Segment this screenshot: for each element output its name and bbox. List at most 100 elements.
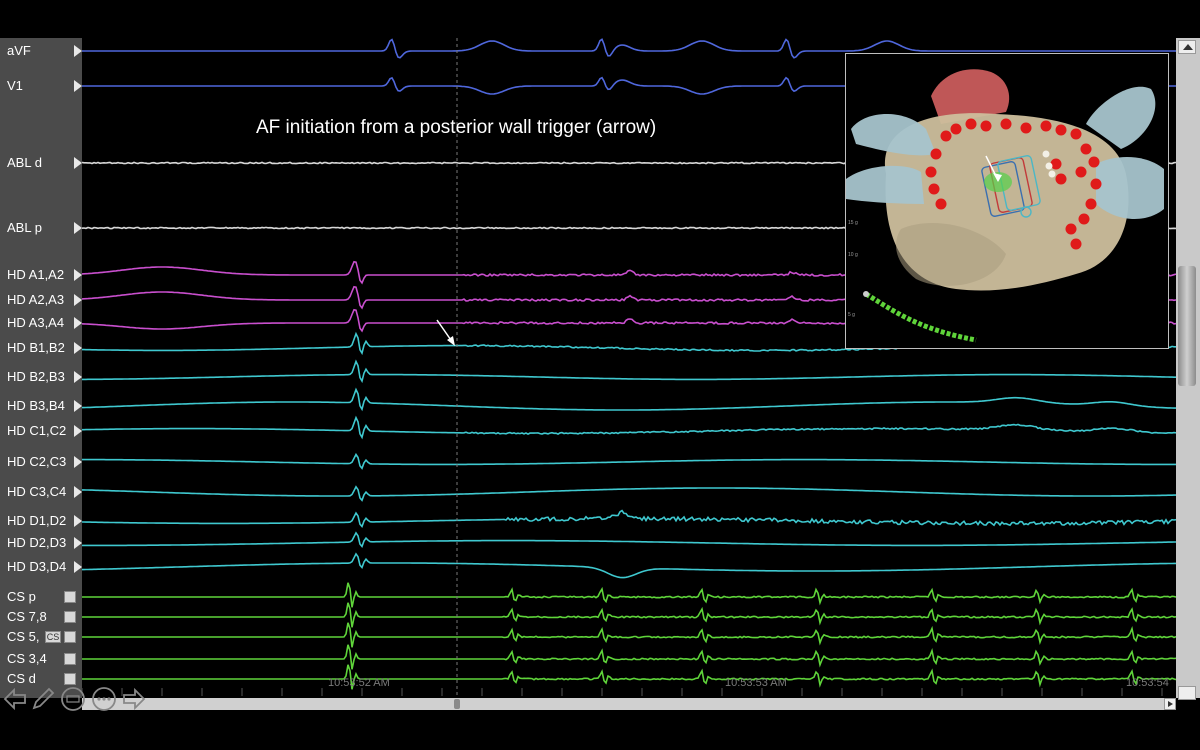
lesion-dot [935,198,947,210]
trigger-arrow-head [993,173,1002,182]
electroanatomic-map-inset[interactable]: 15 g 10 g 5 g [845,53,1169,349]
channel-expand-arrow[interactable] [74,425,82,437]
signal-trace [82,622,1176,648]
channel-label: CS 7,8 [7,609,47,624]
channel-expand-arrow[interactable] [74,157,82,169]
channel-label: HD C1,C2 [7,423,67,438]
channel-expand-arrow[interactable] [74,269,82,281]
lesion-dot [1088,156,1100,168]
channel-expand-arrow[interactable] [74,222,82,234]
lesion-dot [1070,128,1082,140]
channel-label: HD C2,C3 [7,454,67,469]
more-icon[interactable] [91,686,117,712]
channel-expand-arrow[interactable] [74,45,82,57]
signal-trace [82,552,1176,579]
time-label: 10:53:54 [1126,677,1169,689]
back-arrow-icon[interactable] [2,686,28,712]
channel-expand-arrow[interactable] [74,515,82,527]
channel-expand-arrow[interactable] [74,80,82,92]
channel-expand-arrow[interactable] [74,561,82,573]
tag-dot [1042,150,1050,158]
signal-trace [82,415,1176,440]
trigger-arrow-head [447,336,455,346]
signal-trace [82,359,1176,384]
channel-label: aVF [7,43,31,58]
tag-dot [1048,170,1056,178]
lesion-dot [1070,238,1082,250]
keyboard-icon[interactable] [60,686,86,712]
channel-gain-button[interactable] [64,631,76,643]
lesion-dot [980,120,992,132]
scroll-up-button[interactable] [1178,40,1196,54]
map-scale-label: 10 g [848,252,858,258]
lesion-dot [1075,166,1087,178]
channel-expand-arrow[interactable] [74,371,82,383]
channel-label: HD B3,B4 [7,398,65,413]
channel-tag: CS [45,631,61,643]
pulmonary-vein-riv [1096,157,1164,220]
ablation-lesion-dots [925,118,1102,250]
channel-label: HD A1,A2 [7,267,65,282]
channel-expand-arrow[interactable] [74,456,82,468]
channel-gain-button[interactable] [64,591,76,603]
lesion-dot [1040,120,1052,132]
lesion-dot [1050,158,1062,170]
channel-gain-button[interactable] [64,653,76,665]
tag-dot [1045,162,1053,170]
pulmonary-vein-lsv [851,114,936,156]
lesion-dot [1085,198,1097,210]
channel-expand-arrow[interactable] [74,486,82,498]
bottom-margin [0,712,1200,750]
map-scale-label: 5 g [848,312,855,318]
signal-trace [82,452,1176,470]
scroll-right-button[interactable] [1164,698,1176,710]
channel-expand-arrow[interactable] [74,537,82,549]
signal-trace [82,531,1176,548]
channel-label: ABL d [7,155,42,170]
lesion-dot [1080,143,1092,155]
lesion-dot [930,148,942,160]
channel-label: HD B1,B2 [7,340,65,355]
channel-label: HD D3,D4 [7,559,67,574]
channel-label: CS p [7,589,36,604]
lesion-dot [1020,122,1032,134]
lesion-dot [1000,118,1012,130]
channel-expand-arrow[interactable] [74,400,82,412]
pulmonary-vein-liv [846,165,924,204]
review-toolbar [0,680,160,716]
atrial-appendage [931,69,1010,124]
channel-gain-button[interactable] [64,611,76,623]
scroll-down-button[interactable] [1178,686,1196,700]
signal-trace [82,664,1176,690]
signal-trace [82,387,1176,412]
signal-trace [82,38,1176,59]
horizontal-scrollbar[interactable] [82,698,1176,710]
lesion-dot [1078,213,1090,225]
forward-arrow-icon[interactable] [121,686,147,712]
time-axis: 10:53:52 AM 10:53:53 AM 10:53:54 [82,677,1176,698]
signal-trace [82,582,1176,608]
cs-catheter [864,291,977,343]
signal-trace [82,644,1176,670]
lesion-dot [1055,124,1067,136]
annotation-caption: AF initiation from a posterior wall trig… [256,117,657,138]
time-label: 10:53:52 AM [328,677,390,689]
time-label: 10:53:53 AM [725,677,787,689]
lesion-dot [965,118,977,130]
channel-label: HD C3,C4 [7,484,67,499]
channel-expand-arrow[interactable] [74,294,82,306]
lesion-dot [925,166,937,178]
scroll-thumb[interactable] [1178,266,1196,386]
vertical-scrollbar[interactable] [1176,38,1200,700]
pen-icon[interactable] [30,686,56,712]
channel-label: ABL p [7,220,42,235]
time-scroll-thumb[interactable] [454,699,460,709]
channel-label: HD A3,A4 [7,315,65,330]
channel-expand-arrow[interactable] [74,317,82,329]
channel-expand-arrow[interactable] [74,342,82,354]
lesion-dot [928,183,940,195]
channel-label: HD B2,B3 [7,369,65,384]
signal-trace [82,485,1176,502]
channel-gain-button[interactable] [64,673,76,685]
